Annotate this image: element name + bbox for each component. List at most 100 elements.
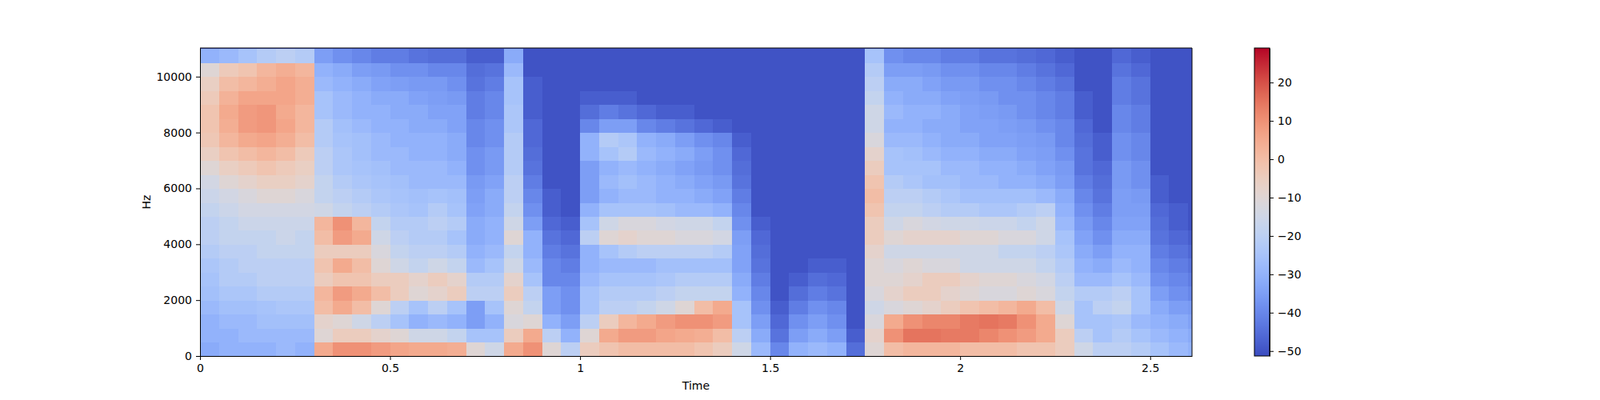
cell: [314, 216, 334, 231]
cell: [827, 48, 847, 64]
cell: [332, 286, 352, 301]
cell: [1036, 76, 1056, 92]
cell: [1074, 216, 1094, 231]
tick-label: 2: [956, 361, 964, 375]
cell: [903, 314, 923, 329]
cell: [618, 146, 638, 161]
cell: [1131, 216, 1151, 231]
cell: [484, 300, 504, 315]
cell: [770, 202, 790, 217]
cell: [846, 174, 866, 189]
cell: [1055, 48, 1075, 64]
cell: [560, 48, 580, 64]
cell: [1168, 132, 1188, 148]
cell: [332, 76, 352, 92]
cell: [390, 202, 410, 217]
cell: [295, 258, 315, 273]
cell: [219, 118, 239, 133]
cell: [1092, 62, 1112, 77]
cell: [656, 314, 676, 329]
cell: [408, 76, 428, 92]
cell: [408, 160, 428, 176]
cell: [523, 174, 543, 189]
cell: [770, 118, 790, 133]
cell: [1112, 216, 1132, 231]
cell: [560, 174, 580, 189]
cell: [1112, 342, 1132, 356]
cell: [884, 300, 904, 315]
cell: [371, 230, 391, 245]
cell: [922, 202, 942, 217]
cell: [542, 132, 562, 148]
cell: [1036, 216, 1056, 231]
cell: [523, 272, 543, 287]
cell: [1150, 244, 1170, 259]
cell: [675, 244, 695, 259]
cell: [922, 342, 942, 356]
cell: [808, 90, 828, 105]
cell: [428, 300, 448, 315]
cell: [238, 104, 258, 120]
cell: [219, 216, 239, 231]
cell: [599, 90, 619, 105]
cell: [656, 90, 676, 105]
cell: [352, 76, 372, 92]
cell: [200, 272, 220, 287]
cell: [200, 258, 220, 273]
cell: [770, 300, 790, 315]
cell: [732, 314, 752, 329]
cell: [599, 160, 619, 176]
cell: [979, 146, 999, 161]
cell: [694, 118, 714, 133]
cell: [618, 286, 638, 301]
cell: [694, 272, 714, 287]
cell: [656, 188, 676, 203]
cell: [1074, 258, 1094, 273]
cell: [352, 230, 372, 245]
cell: [960, 216, 980, 231]
cell: [219, 258, 239, 273]
cell: [428, 202, 448, 217]
cell: [542, 286, 562, 301]
cell: [864, 118, 884, 133]
cell: [447, 90, 467, 105]
cell: [428, 328, 448, 343]
cell: [1112, 48, 1132, 64]
cell: [408, 230, 428, 245]
cell: [903, 118, 923, 133]
cell: [846, 90, 866, 105]
cell: [1092, 90, 1112, 105]
tick-label: 4000: [163, 237, 192, 251]
cell: [504, 328, 524, 343]
cell: [276, 188, 296, 203]
cell: [238, 244, 258, 259]
cell: [504, 48, 524, 64]
cell: [295, 188, 315, 203]
cell: [770, 90, 790, 105]
cell: [390, 314, 410, 329]
cell: [1150, 188, 1170, 203]
cell: [903, 202, 923, 217]
cell: [960, 286, 980, 301]
cell: [314, 244, 334, 259]
cell: [560, 146, 580, 161]
cell: [751, 258, 771, 273]
cell: [542, 76, 562, 92]
cell: [788, 342, 808, 356]
cell: [770, 132, 790, 148]
cell: [560, 314, 580, 329]
cell: [371, 272, 391, 287]
cell: [408, 314, 428, 329]
cell: [560, 244, 580, 259]
tick: 1: [576, 356, 584, 375]
cell: [694, 230, 714, 245]
y-axis-line: [200, 48, 201, 357]
cell: [352, 328, 372, 343]
cell: [1074, 160, 1094, 176]
cell: [256, 104, 276, 120]
cell: [484, 118, 504, 133]
cell: [922, 160, 942, 176]
cell: [864, 216, 884, 231]
cell: [332, 160, 352, 176]
cell: [940, 230, 960, 245]
